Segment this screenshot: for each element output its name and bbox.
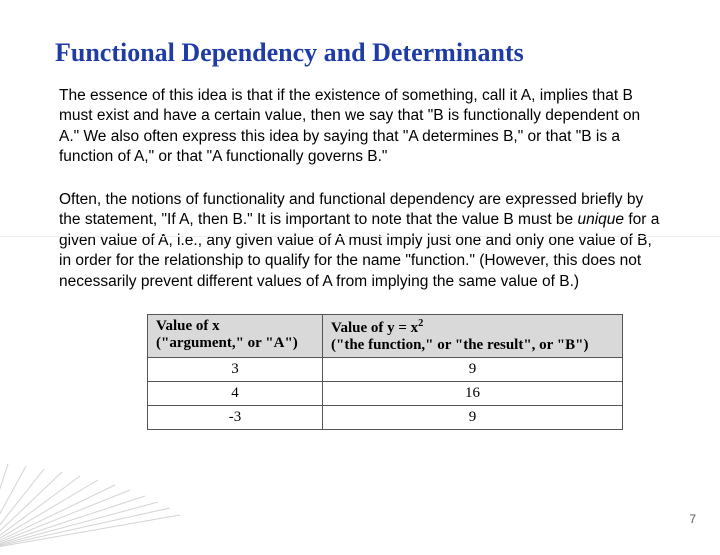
table-row: 4 16: [148, 382, 623, 406]
table-header-x: Value of x ("argument," or "A"): [148, 315, 323, 358]
header2-sup: 2: [418, 318, 423, 329]
table-row: 3 9: [148, 358, 623, 382]
cell-a: 4: [148, 382, 323, 406]
header1-line1: Value of x: [156, 318, 220, 334]
divider-line: [0, 236, 720, 237]
table-header-y: Value of y = x2 ("the function," or "the…: [323, 315, 623, 358]
cell-b: 9: [323, 406, 623, 430]
table-wrapper: Value of x ("argument," or "A") Value of…: [147, 314, 665, 430]
header1-line2: ("argument," or "A"): [156, 335, 298, 351]
table-body: 3 9 4 16 -3 9: [148, 358, 623, 430]
cell-b: 9: [323, 358, 623, 382]
para2-unique: unique: [577, 211, 624, 228]
para2-pre: Often, the notions of functionality and …: [59, 191, 643, 228]
header2-pre: Value of y = x: [331, 320, 418, 336]
paragraph-2: Often, the notions of functionality and …: [55, 190, 665, 292]
slide: Functional Dependency and Determinants T…: [0, 0, 720, 540]
slide-title: Functional Dependency and Determinants: [55, 38, 665, 68]
cell-a: 3: [148, 358, 323, 382]
paragraph-1: The essence of this idea is that if the …: [55, 86, 665, 168]
header2-line2: ("the function," or "the result", or "B"…: [331, 337, 588, 353]
table-header-row: Value of x ("argument," or "A") Value of…: [148, 315, 623, 358]
corner-decoration: [0, 460, 190, 550]
cell-a: -3: [148, 406, 323, 430]
cell-b: 16: [323, 382, 623, 406]
page-number: 7: [689, 512, 696, 526]
function-table: Value of x ("argument," or "A") Value of…: [147, 314, 623, 430]
table-row: -3 9: [148, 406, 623, 430]
